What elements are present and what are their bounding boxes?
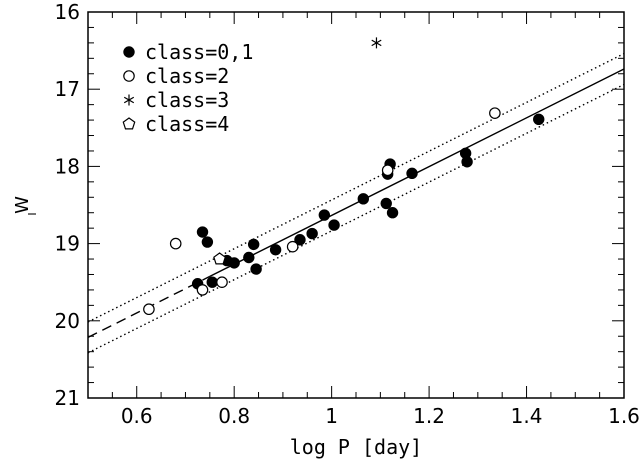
legend-label: class=0,1 [145,40,253,64]
legend-label: class=4 [145,112,229,136]
data-point [381,164,394,177]
asterisk-stroke [371,39,382,47]
data-point [380,197,392,210]
legend-marker [123,46,135,58]
legend-marker [123,70,135,82]
asterisk-stroke [123,96,135,104]
y-tick-label: 20 [55,309,80,333]
series-class=4 [213,252,226,265]
data-point [318,209,331,221]
data-point [386,207,399,219]
data-point [533,113,545,126]
data-point [461,156,473,168]
series-class=3 [371,37,382,49]
data-point [286,240,299,253]
x-tick-label: 0.8 [218,404,250,428]
x-tick-label: 1.4 [511,404,543,428]
data-point [243,251,255,264]
y-tick-label: 16 [55,0,80,24]
data-point [294,234,306,246]
legend-marker [123,94,135,106]
data-point [196,284,209,296]
fit-line-dotted [87,52,625,323]
data-point [357,193,370,205]
data-point [489,107,501,119]
y-tick-label: 21 [55,386,80,410]
data-point [250,263,262,275]
y-axis-title-subscript: I [26,212,39,215]
series-class=2 [143,107,501,316]
data-point [306,227,318,240]
y-tick-label: 19 [55,232,80,256]
x-axis-title: log P [day] [290,435,422,459]
data-points [143,37,545,316]
y-axis-title-main: W [12,196,33,214]
legend-label: class=3 [145,88,229,112]
y-tick-label: 17 [55,77,80,101]
data-point [216,276,228,288]
data-point [213,252,226,265]
fit-line-dotted [87,83,625,354]
axis-ticks: 0.6 0.8 1 1.2 1.4 1.6 16 17 18 19 20 21 [55,0,640,428]
x-tick-label: 0.6 [121,404,153,428]
data-point [206,276,218,288]
y-axis-title: W I [12,196,39,216]
series-class=0,1 [191,113,545,290]
data-point [269,244,282,256]
data-point [169,237,182,250]
legend-label: class=2 [145,64,229,88]
data-point [143,303,155,316]
x-tick-label: 1.6 [608,404,640,428]
data-point [228,257,240,269]
y-tick-label: 18 [55,154,80,178]
legend-marker [122,117,136,130]
x-tick-label: 1.2 [413,404,445,428]
data-point [247,238,260,251]
data-point [196,226,209,238]
data-point [201,236,214,248]
data-point [406,167,418,180]
data-point [328,219,340,231]
data-point [371,37,382,49]
x-tick-label: 1 [325,404,338,428]
